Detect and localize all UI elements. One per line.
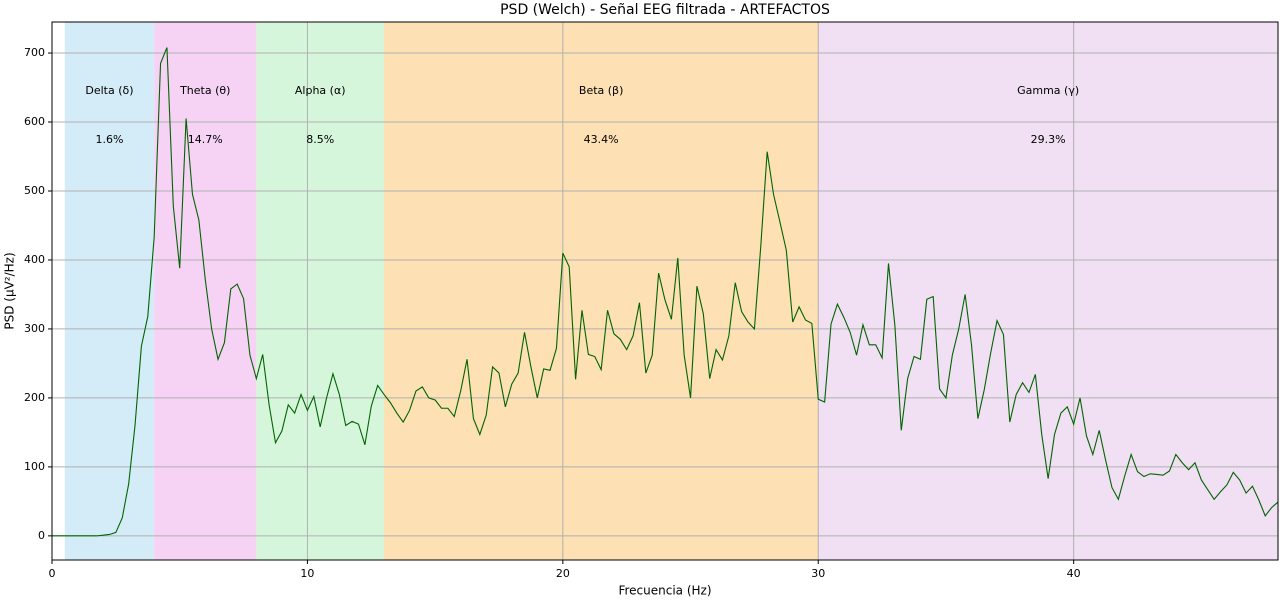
y-tick-label: 600 [24, 115, 45, 128]
chart-title: PSD (Welch) - Señal EEG filtrada - ARTEF… [500, 2, 830, 18]
x-axis-label: Frecuencia (Hz) [618, 584, 711, 598]
x-tick-label: 30 [811, 567, 825, 580]
band-share: 14.7% [188, 133, 223, 146]
band [154, 22, 257, 560]
x-tick-label: 40 [1067, 567, 1081, 580]
y-tick-label: 200 [24, 391, 45, 404]
psd-line [52, 47, 1279, 537]
band-share: 8.5% [306, 133, 334, 146]
band-name: Theta (θ) [179, 84, 230, 97]
band-share: 43.4% [584, 133, 619, 146]
x-tick-label: 10 [300, 567, 314, 580]
band [256, 22, 385, 560]
band-name: Gamma (γ) [1017, 84, 1079, 97]
y-tick-label: 700 [24, 46, 45, 59]
x-tick-label: 0 [49, 567, 56, 580]
y-axis-label: PSD (µV²/Hz) [3, 252, 17, 329]
y-tick-label: 500 [24, 184, 45, 197]
band [384, 22, 819, 560]
y-tick-label: 300 [24, 322, 45, 335]
plot-frame [51, 21, 1279, 561]
band-name: Alpha (α) [295, 84, 346, 97]
y-tick-label: 100 [24, 460, 45, 473]
y-tick-label: 0 [38, 529, 45, 542]
x-tick-label: 20 [556, 567, 570, 580]
band [818, 22, 1278, 560]
y-tick-label: 400 [24, 253, 45, 266]
band-share: 1.6% [95, 133, 123, 146]
band-name: Delta (δ) [85, 84, 133, 97]
band-share: 29.3% [1031, 133, 1066, 146]
band-name: Beta (β) [579, 84, 623, 97]
band [64, 22, 155, 560]
